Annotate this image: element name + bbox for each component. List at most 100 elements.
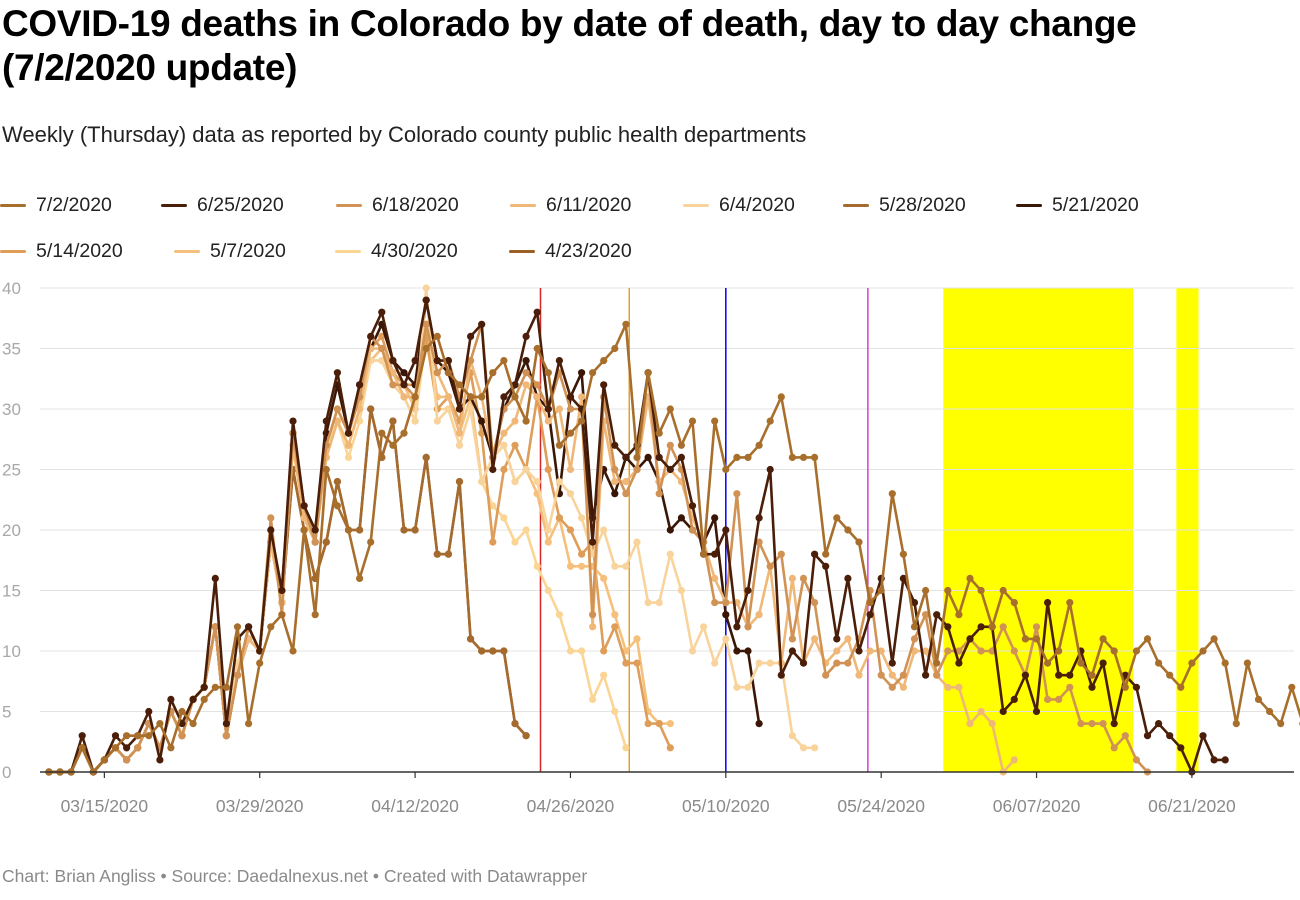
data-point	[644, 599, 652, 607]
data-point	[766, 465, 774, 474]
data-point	[1166, 671, 1174, 679]
data-point	[1188, 659, 1196, 667]
series-5-21-2020	[45, 296, 763, 776]
data-point	[1066, 671, 1074, 679]
data-point	[855, 671, 863, 679]
data-point	[666, 744, 674, 752]
data-point	[700, 550, 708, 558]
data-point	[811, 599, 819, 607]
data-point	[600, 574, 608, 582]
x-tick-label-0: 03/15/2020	[61, 796, 149, 816]
data-point	[1021, 635, 1029, 643]
data-point	[533, 393, 541, 401]
data-point	[333, 405, 341, 413]
data-point	[933, 659, 941, 667]
legend-item-4-23[interactable]: 4/23/2020	[509, 240, 689, 263]
data-point	[1132, 647, 1140, 655]
legend-item-6-25[interactable]: 6/25/2020	[161, 194, 336, 217]
data-point	[478, 393, 486, 401]
data-point	[1032, 707, 1041, 716]
data-point	[500, 465, 508, 474]
data-point	[378, 429, 386, 437]
data-point	[1199, 647, 1207, 655]
data-point	[422, 320, 430, 328]
data-point	[611, 562, 619, 570]
data-point	[633, 465, 641, 474]
data-point	[944, 647, 952, 655]
data-point	[311, 611, 319, 619]
data-point	[566, 490, 575, 498]
data-point	[367, 332, 375, 340]
data-point	[111, 732, 120, 740]
data-point	[944, 683, 952, 691]
legend-item-4-30[interactable]: 4/30/2020	[335, 240, 509, 263]
data-point	[688, 526, 697, 534]
data-point	[1132, 756, 1140, 764]
data-point	[733, 647, 741, 655]
data-point	[1199, 732, 1207, 740]
legend-label: 5/14/2020	[36, 239, 123, 262]
data-point	[522, 332, 530, 340]
data-point	[566, 393, 575, 401]
data-point	[899, 574, 908, 582]
data-point	[1210, 756, 1218, 764]
data-point	[1088, 671, 1096, 679]
data-point	[1010, 695, 1018, 703]
data-point	[1044, 659, 1052, 667]
legend-item-5-28[interactable]: 5/28/2020	[843, 194, 1016, 217]
data-point	[333, 502, 341, 510]
series-6-18-2020	[45, 320, 1152, 776]
data-point	[755, 538, 763, 546]
data-point	[400, 526, 408, 534]
data-point	[544, 586, 552, 595]
data-point	[178, 732, 186, 740]
data-point	[433, 417, 441, 425]
data-point	[478, 647, 486, 655]
data-point	[222, 683, 230, 691]
legend-label: 5/7/2020	[210, 239, 286, 262]
data-point	[1110, 720, 1118, 728]
data-point	[866, 647, 874, 655]
data-point	[1021, 671, 1029, 679]
data-point	[1288, 683, 1296, 691]
data-point	[622, 453, 630, 461]
data-point	[788, 635, 797, 643]
data-point	[544, 417, 552, 425]
legend-item-5-14[interactable]: 5/14/2020	[0, 240, 174, 263]
data-point	[622, 320, 630, 328]
data-point	[933, 671, 941, 679]
data-point	[566, 562, 575, 570]
data-point	[1066, 683, 1074, 691]
data-point	[522, 381, 530, 389]
x-tick-label-4: 05/10/2020	[682, 796, 770, 816]
x-tick-label-6: 06/07/2020	[993, 796, 1081, 816]
series-line	[47, 335, 672, 774]
legend-item-5-7[interactable]: 5/7/2020	[174, 240, 335, 263]
data-point	[733, 623, 741, 631]
data-point	[677, 453, 686, 461]
data-point	[289, 647, 297, 655]
legend-item-6-11[interactable]: 6/11/2020	[510, 194, 683, 217]
legend-item-6-4[interactable]: 6/4/2020	[683, 194, 843, 217]
data-point	[766, 659, 774, 667]
data-point	[733, 453, 741, 461]
data-point	[744, 647, 752, 655]
legend-item-7-2[interactable]: 7/2/2020	[0, 194, 161, 217]
legend-item-6-18[interactable]: 6/18/2020	[336, 194, 510, 217]
data-point	[611, 490, 619, 498]
data-point	[677, 586, 686, 595]
data-point	[389, 357, 397, 365]
legend-label: 6/4/2020	[719, 193, 795, 216]
legend-swatch	[0, 249, 26, 253]
data-point	[367, 405, 375, 413]
series-7-2-2020	[45, 320, 1300, 776]
data-point	[933, 611, 941, 619]
x-tick-label-1: 03/29/2020	[216, 796, 304, 816]
data-point	[744, 623, 752, 631]
data-point	[1044, 695, 1052, 703]
legend-label: 6/18/2020	[372, 193, 459, 216]
data-point	[500, 647, 508, 655]
data-point	[78, 732, 86, 740]
legend-item-5-21[interactable]: 5/21/2020	[1016, 194, 1196, 217]
data-point	[511, 441, 519, 449]
